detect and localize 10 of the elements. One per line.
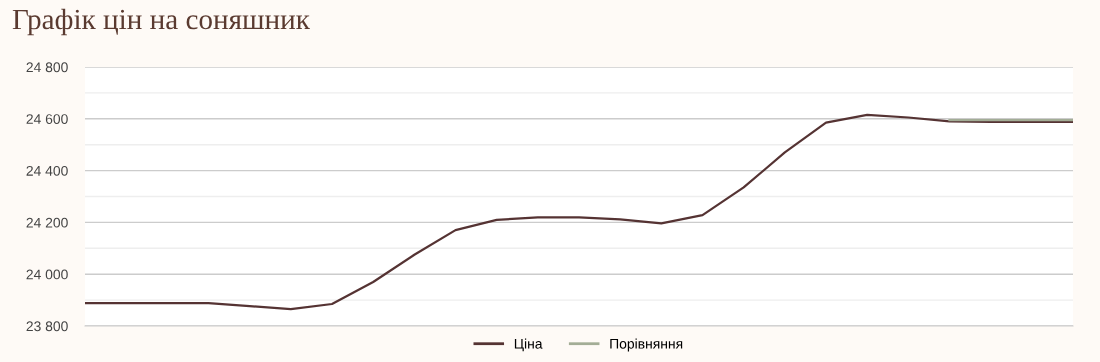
y-tick-label: 24 600 xyxy=(26,114,68,124)
y-tick-label: 24 200 xyxy=(26,217,68,228)
chart-title: Графік цін на соняшник xyxy=(12,8,310,36)
y-tick-label: 24 800 xyxy=(26,62,68,73)
line-series xyxy=(85,113,1073,311)
y-tick-label: 23 800 xyxy=(26,321,68,332)
legend-label: Порівняння xyxy=(610,338,683,352)
y-tick-label: 24 000 xyxy=(26,269,68,280)
y-tick-label: 24 400 xyxy=(26,165,68,176)
legend-label: Ціна xyxy=(514,338,543,352)
